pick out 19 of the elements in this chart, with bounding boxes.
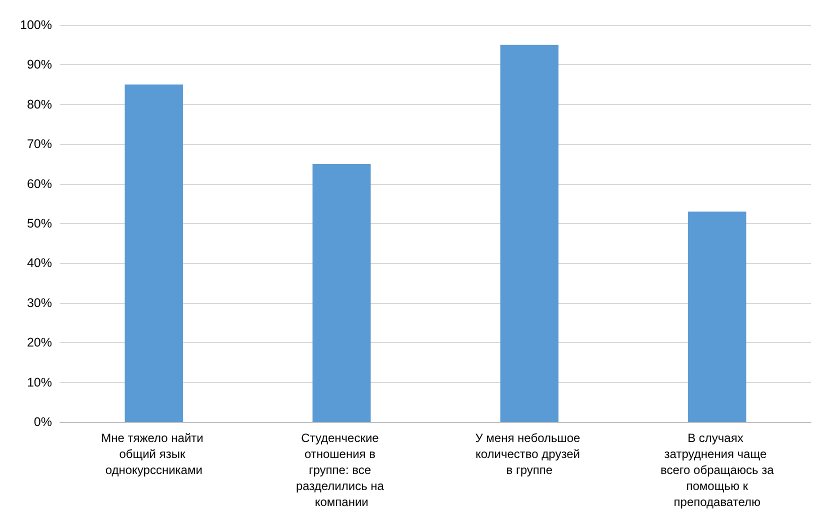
x-tick-label: Студенческие отношения в группе: все разделились на компании [296,431,388,509]
bar [124,84,183,422]
y-tick-label: 70% [26,137,52,152]
y-tick-label: 50% [26,216,52,230]
y-tick-label: 20% [26,336,52,350]
x-tick-label: Мне тяжело найти общий язык однокурссниками [101,431,207,477]
y-tick-label: 60% [26,176,52,191]
y-tick-label: 0% [34,415,52,429]
y-tick-label: 90% [26,58,52,72]
x-tick-label: В случаях затруднения чаще всего обращаюсь за помощью к преподавателю [660,431,774,509]
y-tick-label: 10% [26,375,52,390]
y-tick-label: 100% [20,18,52,32]
y-tick-label: 80% [26,97,52,112]
x-tick-label: У меня небольшое количество друзей в группе [475,431,584,477]
y-tick-label: 30% [26,296,52,310]
bar [688,212,746,422]
bar [312,164,371,422]
y-tick-label: 40% [26,256,52,270]
bar [500,44,558,422]
